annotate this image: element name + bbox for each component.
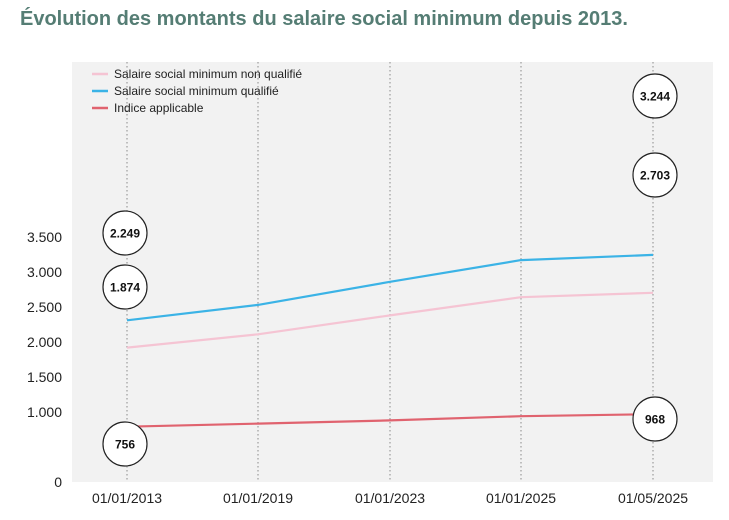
y-tick-label: 3.000 (27, 264, 62, 280)
plot-area (72, 62, 713, 482)
value-bubble (632, 152, 678, 198)
legend-label-0: Salaire social minimum non qualifié (114, 67, 302, 81)
y-tick-label: 0 (54, 474, 62, 490)
data-label: 756 (115, 438, 135, 452)
y-tick-label: 3.500 (27, 229, 62, 245)
chart-title: Évolution des montants du salaire social… (20, 8, 628, 30)
y-tick-label: 1.000 (27, 404, 62, 420)
value-bubble (102, 264, 148, 310)
value-bubble (632, 396, 678, 442)
x-tick-label: 01/05/2025 (618, 490, 688, 506)
series-line-1 (126, 253, 654, 322)
data-label: 3.244 (640, 90, 670, 104)
legend-label-1: Salaire social minimum qualifié (114, 84, 279, 98)
x-tick-label: 01/01/2019 (223, 490, 293, 506)
data-label: 968 (645, 413, 665, 427)
y-tick-label: 2.500 (27, 299, 62, 315)
data-label: 2.249 (110, 227, 140, 241)
x-tick-label: 01/01/2013 (92, 490, 162, 506)
value-bubble (102, 421, 148, 467)
x-tick-label: 01/01/2023 (355, 490, 425, 506)
value-bubble (102, 210, 148, 256)
series-line-2 (126, 413, 654, 428)
value-bubble (632, 73, 678, 119)
x-tick-label: 01/01/2025 (486, 490, 556, 506)
series-line-0 (126, 291, 654, 349)
y-tick-label: 2.000 (27, 334, 62, 350)
y-tick-label: 1.500 (27, 369, 62, 385)
data-label: 2.703 (640, 169, 670, 183)
data-label: 1.874 (110, 281, 140, 295)
legend-label-2: Indice applicable (114, 101, 204, 115)
